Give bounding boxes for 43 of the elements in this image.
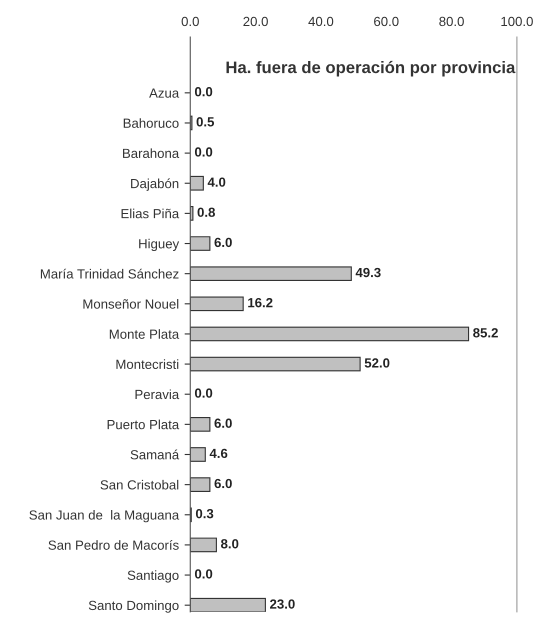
data-label: 0.0 xyxy=(194,388,212,398)
data-label: 4.6 xyxy=(210,448,228,458)
data-label: 6.0 xyxy=(214,418,232,428)
data-label: 52.0 xyxy=(364,358,390,368)
data-label: 85.2 xyxy=(473,328,498,338)
y-tick-label: Bahoruco xyxy=(124,118,179,128)
data-label: 0.0 xyxy=(194,87,212,96)
y-tick-label: Monseñor Nouel xyxy=(83,299,178,309)
data-label: 0.0 xyxy=(194,569,212,579)
y-tick-label: Barahona xyxy=(123,148,180,158)
x-tick-label: 0.0 xyxy=(182,16,199,26)
x-tick-label: 20.0 xyxy=(243,16,268,26)
data-label: 23.0 xyxy=(270,599,295,609)
data-label: 0.5 xyxy=(196,117,214,127)
y-tick-label: Peravia xyxy=(136,389,180,400)
data-label: 49.3 xyxy=(356,268,381,278)
x-tick-label: 40.0 xyxy=(308,16,334,26)
data-label: 0.8 xyxy=(198,208,215,217)
chart-title: Ha. fuera de operación por provincia xyxy=(226,60,516,77)
data-label: 0.0 xyxy=(194,147,212,157)
y-tick-label: Monte Plata xyxy=(110,329,180,339)
x-tick-label: 100.0 xyxy=(501,16,533,26)
data-label: 6.0 xyxy=(214,478,232,488)
y-tick-label: Dajabón xyxy=(131,178,178,191)
y-tick-label: San Cristobal xyxy=(100,480,178,490)
y-tick-label: Samaná xyxy=(130,450,180,460)
y-tick-label: Santo Domingo xyxy=(88,600,179,613)
y-tick-label: Azua xyxy=(149,88,180,98)
y-tick-label: Montecristi xyxy=(116,359,178,369)
data-label: 16.2 xyxy=(248,298,272,308)
x-tick-label: 60.0 xyxy=(374,16,399,26)
y-tick-label: María Trinidad Sánchez xyxy=(40,268,179,279)
y-tick-label: Puerto Plata xyxy=(108,420,180,430)
data-label: 8.0 xyxy=(220,539,238,548)
y-tick-label: San Pedro de Macorís xyxy=(48,540,179,550)
y-tick-label: Higuey xyxy=(139,238,180,252)
data-label: 4.0 xyxy=(208,177,226,187)
y-tick-label: San Juan de la Maguana xyxy=(29,510,180,522)
y-tick-label: Santiago xyxy=(128,570,179,583)
x-tick-label: 80.0 xyxy=(439,16,464,26)
data-label: 6.0 xyxy=(214,238,232,248)
data-label: 0.3 xyxy=(196,508,214,518)
y-tick-label: Elias Piña xyxy=(122,208,180,218)
